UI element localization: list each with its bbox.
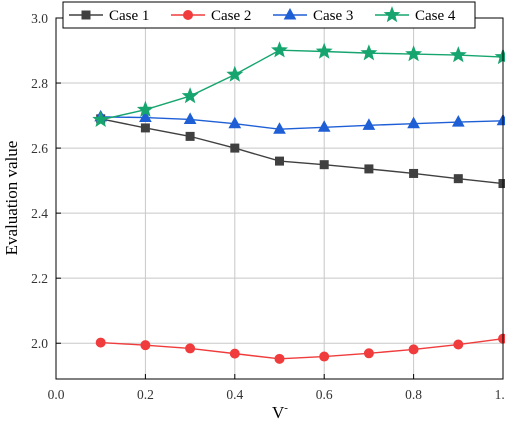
legend-marker <box>383 6 401 23</box>
data-point <box>181 87 199 104</box>
data-point <box>453 174 463 184</box>
legend-item: Case 4 <box>375 6 456 24</box>
legend-label: Case 4 <box>415 8 456 24</box>
series-4 <box>92 41 505 127</box>
legend-marker <box>283 7 297 20</box>
series-line <box>100 49 504 121</box>
y-tick-label: 2.8 <box>31 76 48 91</box>
series-line <box>100 337 504 360</box>
data-point <box>363 348 374 359</box>
data-point <box>185 343 196 354</box>
x-tick-label: 0.8 <box>405 387 422 402</box>
x-tick-label: 0.6 <box>316 387 333 402</box>
legend-label: Case 1 <box>109 8 149 24</box>
data-point <box>317 120 331 132</box>
plot-frame <box>55 17 504 380</box>
legend-label: Case 2 <box>211 8 251 24</box>
data-point <box>139 110 152 123</box>
data-point <box>407 116 420 129</box>
data-point <box>273 122 286 134</box>
data-point <box>315 42 333 59</box>
data-point <box>408 344 419 355</box>
x-axis-title-text: V <box>272 403 285 422</box>
data-point <box>275 156 284 166</box>
legend-item: Case 3 <box>273 7 353 24</box>
data-point <box>140 340 151 351</box>
grid <box>56 18 503 379</box>
series-1 <box>96 114 505 189</box>
y-tick-label: 2.2 <box>31 271 48 286</box>
legend-label: Case 3 <box>313 8 353 24</box>
series-line <box>100 118 504 185</box>
data-point <box>319 351 330 362</box>
data-point <box>319 160 329 170</box>
x-tick-label: 0.4 <box>226 387 243 402</box>
data-point <box>453 339 464 350</box>
legend-item: Case 2 <box>171 8 251 24</box>
series-2 <box>95 333 505 364</box>
y-axis-title: Evaluation value <box>2 141 21 256</box>
legend-item: Case 1 <box>69 8 149 24</box>
y-tick-label: 2.4 <box>31 206 48 221</box>
data-point <box>496 113 505 126</box>
data-point <box>229 348 240 359</box>
y-tick-label: 3.0 <box>31 11 48 26</box>
data-point <box>449 46 467 63</box>
data-point <box>364 164 374 174</box>
legend: Case 1 Case 2 Case 3 Case 4 <box>62 1 476 29</box>
data-point <box>95 337 106 348</box>
data-point <box>140 123 150 133</box>
data-point <box>498 333 505 344</box>
data-point <box>230 143 240 153</box>
data-point <box>360 44 378 61</box>
x-tick-label: 0.0 <box>48 387 65 402</box>
data-point <box>451 115 465 127</box>
y-tick-label: 2.6 <box>31 141 48 156</box>
series-layer <box>92 41 505 364</box>
data-point <box>405 45 423 62</box>
data-point <box>185 131 195 141</box>
data-point <box>274 353 285 364</box>
data-point <box>183 112 197 124</box>
data-point <box>136 100 154 117</box>
data-point <box>226 65 244 82</box>
axis-ticks: 0.0 0.2 0.4 0.6 0.8 1.0 2.0 2.2 2.4 2.6 2.8 3.0 <box>31 11 505 402</box>
data-point <box>228 116 242 129</box>
x-tick-label: 0.2 <box>137 387 154 402</box>
y-tick-label: 2.0 <box>31 336 48 351</box>
legend-marker <box>81 10 91 20</box>
data-point <box>362 118 376 130</box>
data-point <box>498 179 505 189</box>
x-axis-title-superscript: - <box>284 402 288 414</box>
data-point <box>494 48 505 65</box>
series-line <box>100 116 504 130</box>
data-point <box>92 110 110 127</box>
data-point <box>409 168 419 178</box>
x-axis-title: V- <box>272 402 288 422</box>
x-tick-label: 1.0 <box>495 387 505 402</box>
data-point <box>271 41 288 58</box>
legend-marker <box>183 10 193 20</box>
